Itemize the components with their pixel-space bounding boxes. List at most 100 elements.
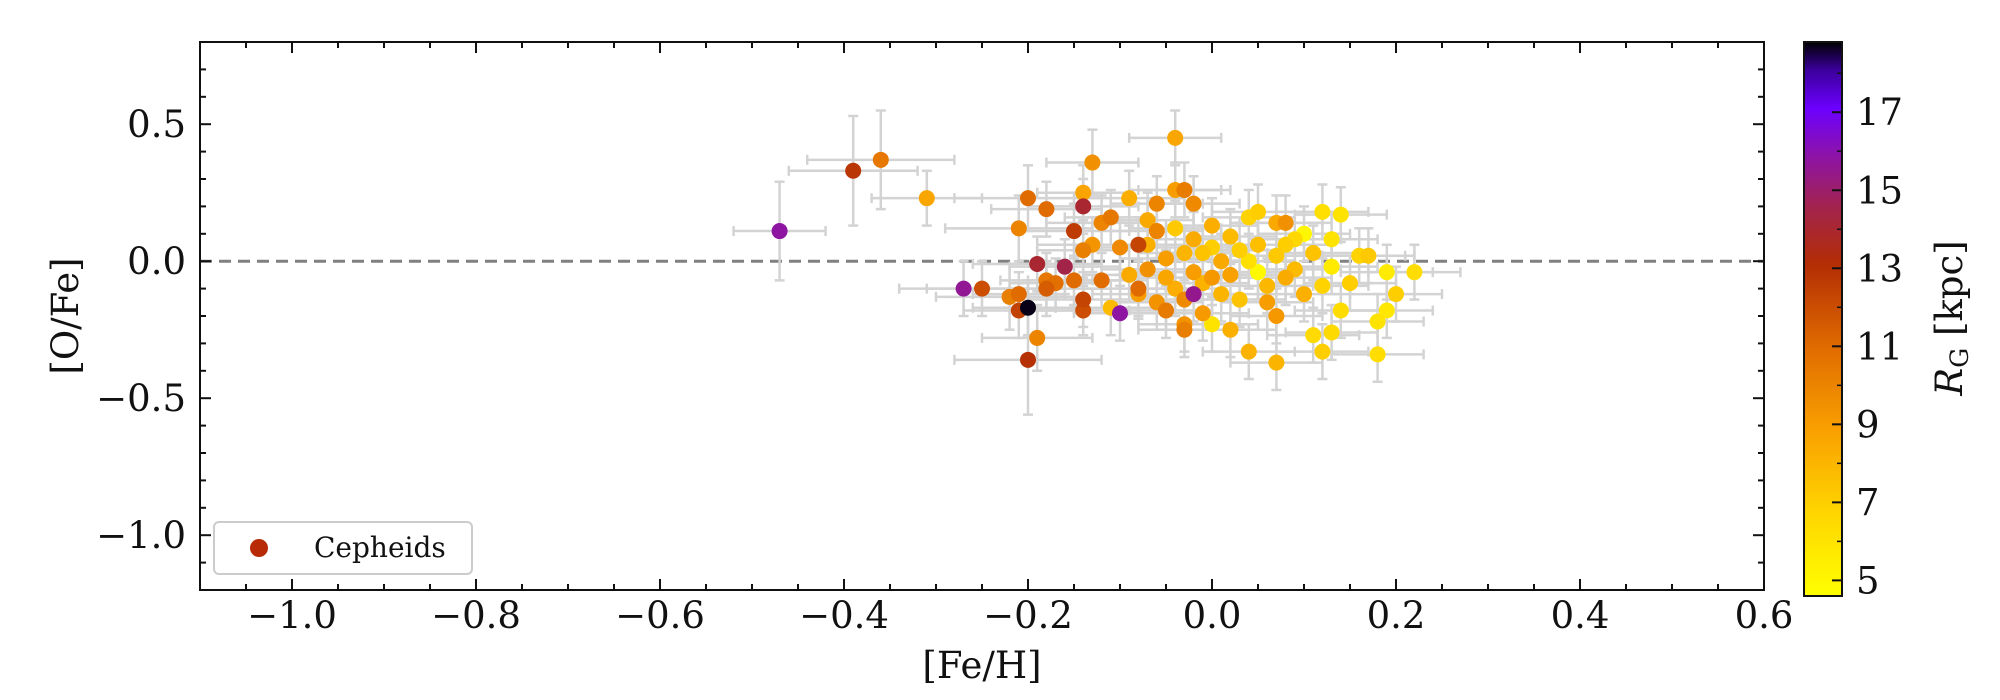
data-point	[1020, 299, 1036, 316]
x-tick-label: 0.2	[1367, 594, 1426, 637]
x-tick-label: 0.0	[1183, 594, 1242, 637]
data-point	[1148, 223, 1165, 240]
data-point	[1075, 242, 1092, 259]
colorbar-tick-label: 17	[1856, 91, 1903, 134]
data-point	[1222, 228, 1239, 245]
data-point	[1038, 280, 1055, 297]
data-point	[1185, 231, 1202, 248]
data-point	[1323, 324, 1340, 341]
data-point	[1314, 203, 1331, 220]
data-point	[1277, 269, 1294, 286]
data-point	[1075, 291, 1092, 308]
data-point	[1378, 264, 1395, 281]
data-point	[1158, 302, 1174, 319]
data-point	[1231, 242, 1248, 259]
data-point	[1323, 258, 1340, 275]
data-point	[1296, 286, 1312, 303]
colorbar: 5 7 9 11 13 15 17 RG [kpc]	[1803, 41, 1974, 602]
data-point	[1167, 220, 1184, 237]
colorbar-tick-label: 11	[1856, 325, 1903, 368]
data-point	[1038, 201, 1055, 218]
data-point	[1250, 203, 1266, 220]
data-point	[1231, 291, 1248, 308]
data-point	[1305, 244, 1322, 261]
data-point	[872, 151, 889, 168]
data-point	[974, 280, 990, 297]
data-point	[1075, 302, 1092, 319]
data-point	[1185, 195, 1202, 212]
data-point	[1369, 346, 1386, 363]
x-axis-label: [Fe/H]	[922, 644, 1041, 687]
colorbar-tick-label: 7	[1856, 481, 1880, 524]
data-point	[1213, 286, 1230, 303]
data-point	[1130, 280, 1147, 297]
legend-box	[213, 521, 473, 575]
y-axis-label: [O/Fe]	[44, 257, 87, 374]
data-point	[1158, 269, 1174, 286]
data-point	[1259, 277, 1276, 294]
data-point	[1332, 302, 1349, 319]
data-point	[1102, 209, 1119, 226]
data-point	[1378, 302, 1395, 319]
data-point	[1204, 269, 1220, 286]
colorbar-gradient	[1803, 41, 1843, 597]
data-point	[1185, 286, 1202, 303]
data-point	[1388, 286, 1404, 303]
data-point	[1240, 253, 1257, 270]
data-point	[1121, 266, 1138, 283]
data-point	[1277, 236, 1294, 253]
colorbar-tick-label: 13	[1856, 247, 1903, 290]
data-point	[1360, 247, 1377, 264]
data-point	[1130, 236, 1147, 253]
data-point	[1176, 244, 1193, 261]
data-point	[1185, 264, 1202, 281]
x-axis-ticks: −1.0 −0.8 −0.6 −0.4 −0.2 0.0 0.2 0.4 0.6	[199, 42, 1794, 637]
data-point	[1222, 266, 1239, 283]
data-point	[1268, 247, 1285, 264]
y-tick-label: 0.0	[127, 240, 186, 283]
y-axis-ticks: 0.5 0.0 −0.5 −1.0	[96, 41, 1764, 591]
x-tick-label: 0.4	[1551, 594, 1610, 637]
data-point	[1194, 305, 1211, 322]
x-tick-label: −1.0	[247, 594, 337, 637]
x-tick-label: −0.8	[431, 594, 521, 637]
data-point	[1029, 255, 1046, 272]
data-point	[1010, 286, 1027, 303]
data-point	[1342, 275, 1358, 292]
data-point	[1075, 198, 1092, 215]
data-point	[1268, 354, 1285, 371]
data-point	[1305, 327, 1322, 344]
y-tick-label: 0.5	[127, 103, 186, 146]
data-point	[1194, 244, 1211, 261]
data-point	[1222, 321, 1239, 338]
legend-label: Cepheids	[314, 531, 446, 564]
colorbar-label-main: R	[1928, 368, 1971, 397]
x-tick-label: 0.6	[1735, 594, 1794, 637]
data-point	[1148, 195, 1165, 212]
data-point	[1250, 264, 1266, 281]
colorbar-label: RG [kpc]	[1928, 240, 1974, 396]
data-point	[1259, 294, 1276, 311]
data-point	[1112, 305, 1128, 322]
data-point	[1369, 313, 1386, 330]
data-point	[1323, 231, 1340, 248]
data-point	[1213, 253, 1230, 270]
y-tick-label: −1.0	[96, 514, 186, 557]
data-point	[1093, 272, 1110, 289]
data-point	[1332, 206, 1349, 223]
data-point	[1112, 239, 1128, 256]
data-point	[1139, 261, 1156, 278]
data-points-layer	[771, 129, 1423, 371]
data-point	[955, 280, 972, 297]
data-point	[1167, 280, 1184, 297]
data-point	[1056, 258, 1073, 275]
data-point	[1250, 236, 1266, 253]
colorbar-tick-label: 9	[1856, 403, 1880, 446]
data-point	[1020, 190, 1036, 207]
colorbar-tick-label: 5	[1856, 559, 1880, 602]
colorbar-label-sub: G	[1945, 348, 1974, 368]
data-point	[1406, 264, 1423, 281]
data-point	[1010, 220, 1027, 237]
data-point	[1029, 329, 1046, 346]
